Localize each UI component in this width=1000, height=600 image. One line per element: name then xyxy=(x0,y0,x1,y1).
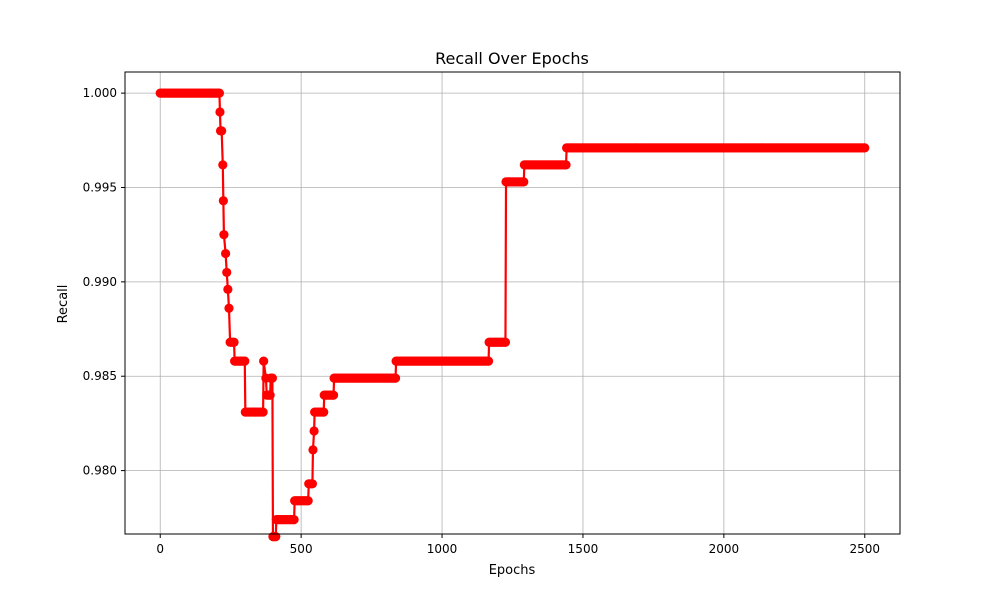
data-point xyxy=(860,143,870,153)
data-point xyxy=(221,248,231,259)
data-series xyxy=(155,88,870,542)
data-point xyxy=(500,337,511,347)
data-point xyxy=(224,303,234,313)
data-point xyxy=(259,356,269,366)
data-point xyxy=(214,88,225,98)
y-tick-label: 0.995 xyxy=(83,181,117,195)
x-tick-label: 0 xyxy=(156,542,164,556)
data-point xyxy=(289,515,299,525)
x-tick-label: 2000 xyxy=(709,542,740,556)
data-point xyxy=(319,407,329,417)
x-axis-label: Epochs xyxy=(489,563,536,578)
data-point xyxy=(265,390,275,400)
data-point xyxy=(215,107,225,117)
y-tick-label: 0.980 xyxy=(83,464,117,478)
data-point xyxy=(307,479,318,489)
data-point xyxy=(303,496,313,506)
data-point xyxy=(240,356,250,366)
data-point xyxy=(223,284,233,295)
data-point xyxy=(219,230,229,240)
data-point xyxy=(390,373,401,383)
data-point xyxy=(308,445,318,455)
data-point xyxy=(229,337,239,347)
data-point xyxy=(222,267,232,278)
chart-title: Recall Over Epochs xyxy=(435,49,589,68)
x-tick-label: 1000 xyxy=(427,542,458,556)
grid-lines xyxy=(125,72,900,534)
data-point xyxy=(309,426,319,436)
y-tick-label: 1.000 xyxy=(83,86,117,100)
data-point xyxy=(271,532,281,542)
plot-frame xyxy=(124,71,901,535)
y-tick-label: 0.990 xyxy=(83,275,117,289)
data-point xyxy=(267,373,277,383)
axis-ticks: 0 500 1000 1500 2000 2500 0.980 0.985 0.990 0.995… xyxy=(83,86,880,556)
data-point xyxy=(328,390,339,400)
data-point xyxy=(217,126,227,136)
data-point xyxy=(218,196,228,206)
data-point xyxy=(519,177,529,187)
data-point xyxy=(483,356,494,366)
x-tick-label: 1500 xyxy=(568,542,599,556)
data-point xyxy=(258,407,268,417)
data-point xyxy=(218,160,228,170)
data-point xyxy=(561,160,571,170)
x-tick-label: 500 xyxy=(290,542,313,556)
x-tick-label: 2500 xyxy=(849,542,880,556)
series-line xyxy=(160,92,865,538)
y-axis-label: Recall xyxy=(56,285,71,324)
y-tick-label: 0.985 xyxy=(83,369,117,383)
